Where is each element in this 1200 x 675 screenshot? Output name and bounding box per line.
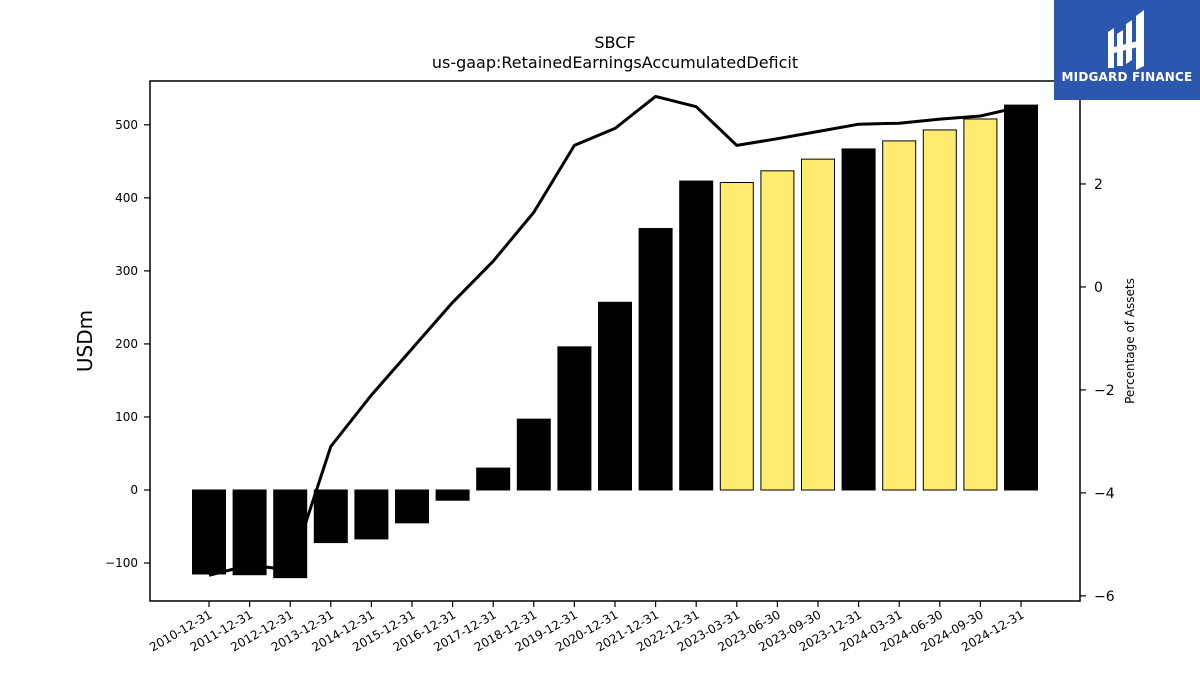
bar-2014-12-31 <box>354 489 389 540</box>
right-axis-ticks: −6 −4 −2 0 2 <box>1080 177 1115 605</box>
y-axis-label: USDm <box>73 310 97 372</box>
chart-title: SBCF <box>594 33 635 52</box>
y2-tick-label: 0 <box>1094 280 1103 296</box>
y-tick-label: 0 <box>130 483 138 497</box>
bar-2013-12-31 <box>313 489 348 544</box>
bar-2022-12-31 <box>679 180 714 491</box>
y-tick-label: 400 <box>115 191 138 205</box>
y-tick-label: 100 <box>115 410 138 424</box>
bar-2024-06-30 <box>922 129 957 491</box>
y2-tick-label: 2 <box>1094 177 1103 193</box>
bar-2011-12-31 <box>232 489 267 576</box>
bar-2023-12-31 <box>841 148 876 491</box>
bar-2023-06-30 <box>760 170 795 491</box>
bar-2017-12-31 <box>476 467 511 491</box>
bar-2023-03-31 <box>719 182 754 491</box>
logo-mark-icon <box>1108 10 1144 70</box>
bar-2018-12-31 <box>516 418 551 491</box>
logo-text: MIDGARD FINANCE <box>1062 70 1193 84</box>
y-tick-label: −100 <box>105 556 138 570</box>
bar-2010-12-31 <box>192 489 226 575</box>
bar-2015-12-31 <box>395 489 429 524</box>
midgard-finance-logo: MIDGARD FINANCE <box>1054 0 1200 100</box>
y2-tick-label: −2 <box>1094 383 1115 399</box>
y2-axis-label: Percentage of Assets <box>1123 278 1137 404</box>
percentage-of-assets-line <box>208 94 1022 577</box>
y-tick-label: 300 <box>115 264 138 278</box>
bar-2024-03-31 <box>882 140 917 491</box>
bar-2024-12-31 <box>1004 104 1038 491</box>
bar-2023-09-30 <box>801 158 835 491</box>
x-axis-ticks: 2010-12-312011-12-312012-12-312013-12-31… <box>147 601 1027 654</box>
left-axis-ticks: −100 0 100 200 300 400 500 <box>105 118 150 570</box>
bar-series <box>192 104 1038 579</box>
bar-2020-12-31 <box>598 301 632 491</box>
bar-2024-09-30 <box>963 118 998 491</box>
y2-tick-label: −4 <box>1094 486 1115 502</box>
y-tick-label: 500 <box>115 118 138 132</box>
y2-tick-label: −6 <box>1094 589 1115 605</box>
bar-2021-12-31 <box>638 228 673 491</box>
bar-2016-12-31 <box>435 489 470 501</box>
chart-subtitle: us-gaap:RetainedEarningsAccumulatedDefic… <box>432 53 798 72</box>
y-tick-label: 200 <box>115 337 138 351</box>
bar-2019-12-31 <box>557 346 592 491</box>
